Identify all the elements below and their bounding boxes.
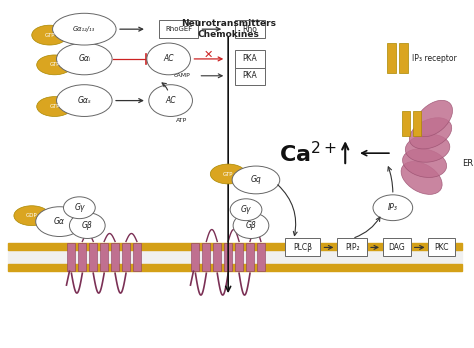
Bar bbox=[202, 244, 210, 271]
Ellipse shape bbox=[147, 43, 191, 75]
Text: PKA: PKA bbox=[243, 71, 257, 80]
Ellipse shape bbox=[414, 100, 453, 137]
Bar bbox=[67, 244, 75, 271]
Text: Gα: Gα bbox=[54, 217, 65, 226]
Bar bbox=[224, 244, 232, 271]
Text: GTP: GTP bbox=[49, 104, 60, 109]
Bar bbox=[337, 238, 367, 256]
Bar bbox=[246, 244, 254, 271]
Bar bbox=[235, 50, 265, 68]
Text: Gγ: Gγ bbox=[241, 205, 251, 214]
Ellipse shape bbox=[64, 197, 95, 219]
Bar bbox=[78, 244, 86, 271]
Ellipse shape bbox=[32, 25, 67, 45]
Text: IP₃ receptor: IP₃ receptor bbox=[412, 54, 456, 63]
Bar bbox=[402, 111, 410, 136]
Text: Ca$^{2+}$: Ca$^{2+}$ bbox=[279, 141, 337, 166]
Text: GTP: GTP bbox=[223, 172, 233, 176]
Bar bbox=[235, 244, 243, 271]
Text: cAMP: cAMP bbox=[173, 73, 191, 78]
Ellipse shape bbox=[36, 97, 73, 117]
Text: Gα₁₂/₁₃: Gα₁₂/₁₃ bbox=[73, 26, 95, 32]
Bar bbox=[213, 244, 221, 271]
Bar bbox=[8, 250, 462, 264]
Ellipse shape bbox=[233, 213, 269, 238]
Ellipse shape bbox=[405, 134, 450, 162]
Text: DAG: DAG bbox=[388, 243, 405, 252]
Text: Neurotransmitters
Chemokines: Neurotransmitters Chemokines bbox=[181, 19, 276, 39]
Bar bbox=[428, 238, 456, 256]
Bar bbox=[191, 244, 200, 271]
Text: PLCβ: PLCβ bbox=[293, 243, 312, 252]
Text: Gq: Gq bbox=[251, 175, 261, 184]
Bar bbox=[235, 67, 265, 85]
Bar bbox=[399, 43, 408, 73]
Bar bbox=[159, 20, 199, 38]
Text: Gγ: Gγ bbox=[74, 203, 84, 212]
Text: GTP: GTP bbox=[49, 62, 60, 68]
Ellipse shape bbox=[149, 85, 192, 117]
Ellipse shape bbox=[36, 207, 83, 237]
Bar bbox=[285, 238, 320, 256]
Text: PKC: PKC bbox=[434, 243, 449, 252]
Bar bbox=[133, 244, 141, 271]
Ellipse shape bbox=[373, 195, 413, 221]
Text: AC: AC bbox=[165, 96, 176, 105]
Bar bbox=[100, 244, 108, 271]
Text: GTP: GTP bbox=[45, 33, 55, 38]
Ellipse shape bbox=[14, 206, 50, 226]
Text: Gβ: Gβ bbox=[82, 221, 93, 230]
Ellipse shape bbox=[56, 85, 112, 117]
Bar bbox=[8, 264, 462, 271]
Bar bbox=[383, 238, 410, 256]
Text: Rho: Rho bbox=[243, 25, 257, 34]
Text: Gαᵢ: Gαᵢ bbox=[78, 54, 91, 63]
Text: ER: ER bbox=[462, 159, 474, 168]
Ellipse shape bbox=[70, 213, 105, 238]
Text: Gαₛ: Gαₛ bbox=[77, 96, 91, 105]
Text: AC: AC bbox=[164, 54, 174, 63]
Bar bbox=[257, 244, 265, 271]
Text: ✕: ✕ bbox=[204, 50, 213, 60]
Bar bbox=[8, 244, 462, 250]
Bar bbox=[235, 20, 265, 38]
Ellipse shape bbox=[36, 55, 73, 75]
Bar bbox=[122, 244, 130, 271]
Text: RhoGEF: RhoGEF bbox=[165, 26, 192, 32]
Bar bbox=[111, 244, 119, 271]
Ellipse shape bbox=[401, 161, 442, 195]
Bar bbox=[387, 43, 396, 73]
Ellipse shape bbox=[53, 13, 116, 45]
Ellipse shape bbox=[230, 199, 262, 221]
Bar bbox=[89, 244, 97, 271]
Text: ATP: ATP bbox=[176, 118, 187, 123]
Bar bbox=[413, 111, 420, 136]
Text: IP₃: IP₃ bbox=[388, 203, 398, 212]
Text: Gβ: Gβ bbox=[246, 221, 256, 230]
Ellipse shape bbox=[210, 164, 246, 184]
Ellipse shape bbox=[232, 166, 280, 194]
Ellipse shape bbox=[56, 43, 112, 75]
Text: PKA: PKA bbox=[243, 54, 257, 63]
Text: GDP: GDP bbox=[26, 213, 37, 218]
Ellipse shape bbox=[402, 149, 447, 177]
Ellipse shape bbox=[410, 118, 452, 149]
Text: PIP₂: PIP₂ bbox=[345, 243, 359, 252]
